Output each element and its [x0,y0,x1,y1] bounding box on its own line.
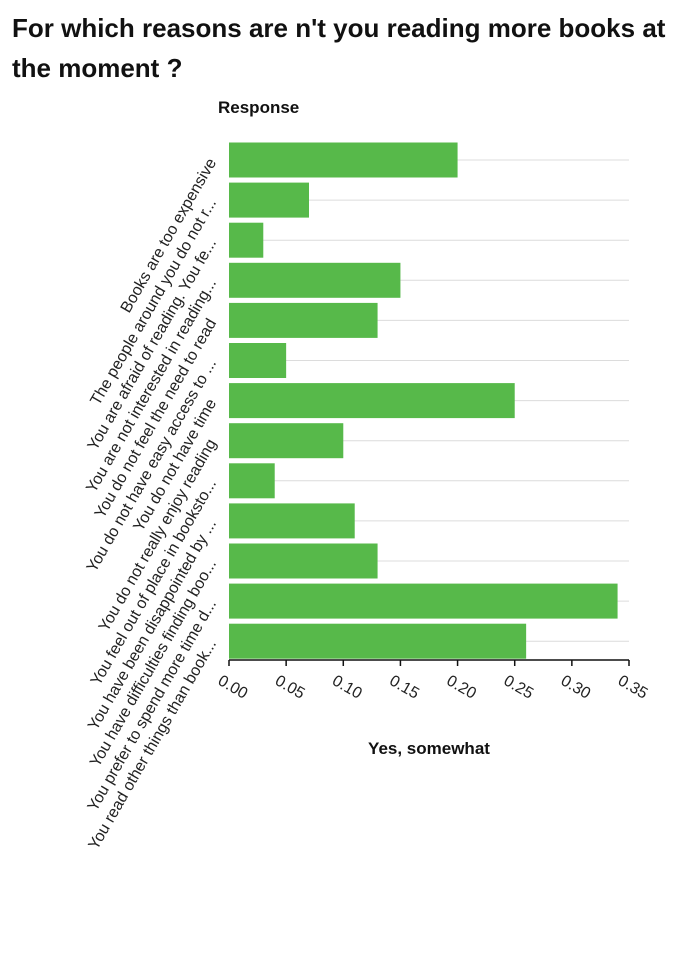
x-tick-labels: 0.00 0.05 0.10 0.15 0.20 0.25 0.30 0.35 [215,672,651,702]
x-axis [228,659,630,666]
bar [229,543,378,579]
bar [229,262,401,298]
x-tick-label: 0.15 [386,672,422,702]
bar [229,583,618,619]
chart-title: For which reasons are n't you reading mo… [12,13,666,83]
bar [229,182,309,218]
x-tick-label: 0.20 [443,672,479,702]
x-tick-label: 0.05 [272,672,308,702]
x-tick-label: 0.00 [215,672,251,702]
x-tick-label: 0.30 [558,672,594,702]
bar [229,423,344,459]
x-axis-title: Yes, somewhat [368,739,490,758]
bar [229,503,355,539]
bar [229,142,458,178]
bar [229,302,378,338]
bar [229,343,287,378]
x-tick-label: 0.10 [329,672,365,702]
bar [229,623,527,659]
y-axis-title: Response [218,98,299,117]
x-tick-label: 0.25 [501,672,537,702]
bars [229,142,618,659]
x-tick-label: 0.35 [615,672,651,702]
bar [229,383,515,419]
bar [229,463,275,499]
bar [229,222,264,258]
